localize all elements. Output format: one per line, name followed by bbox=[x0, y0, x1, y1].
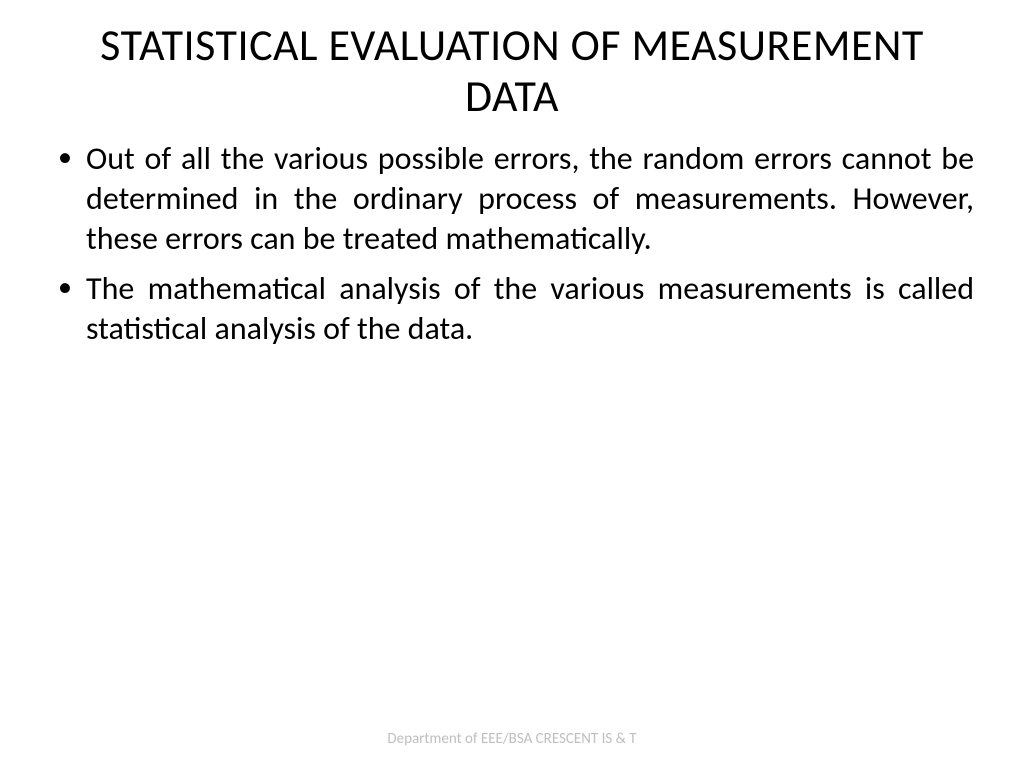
slide-footer: Department of EEE/BSA CRESCENT IS & T bbox=[0, 730, 1024, 748]
bullet-item: The mathematical analysis of the various… bbox=[50, 269, 974, 349]
slide-content: Out of all the various possible errors, … bbox=[50, 139, 974, 728]
slide-title: STATISTICAL EVALUATION OF MEASUREMENT DA… bbox=[50, 20, 974, 121]
slide-container: STATISTICAL EVALUATION OF MEASUREMENT DA… bbox=[0, 0, 1024, 768]
bullet-list: Out of all the various possible errors, … bbox=[50, 139, 974, 349]
bullet-item: Out of all the various possible errors, … bbox=[50, 139, 974, 259]
